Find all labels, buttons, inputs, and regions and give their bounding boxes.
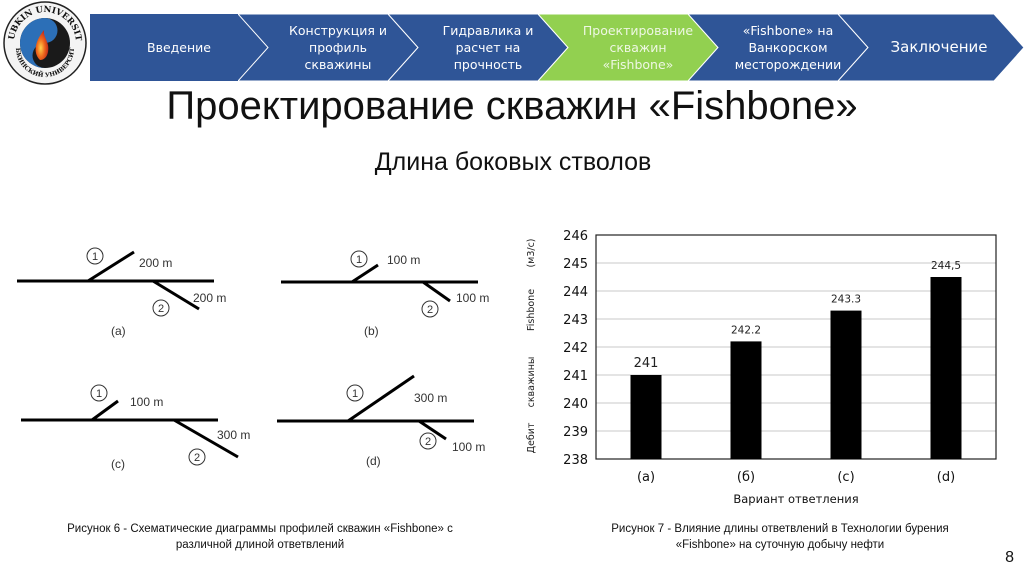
y-tick-label: 239	[563, 425, 588, 440]
chart-gridlines	[596, 234, 996, 460]
chart-bar	[730, 341, 762, 459]
chart-x-ticks: (a) (б) (c) (d)	[637, 470, 955, 485]
chart-plot-area	[595, 234, 997, 460]
nav-step-label: Заключение	[890, 38, 988, 56]
chart-bar	[830, 310, 862, 459]
nav-step-construction[interactable]: Конструкция и профиль скважины	[238, 14, 418, 81]
x-tick-label: (a)	[637, 470, 655, 485]
section-nav: Введение Конструкция и профиль скважины …	[90, 14, 1024, 81]
svg-text:1: 1	[352, 388, 358, 400]
bar-value-label: 244,5	[931, 260, 961, 272]
fishbone-schematics: 1 2 200 m 200 m (a) 1 2 100 m 100 m (b)	[17, 247, 489, 471]
nav-step-label: Конструкция и профиль скважины	[289, 23, 387, 72]
svg-text:100 m: 100 m	[456, 291, 489, 305]
bar-value-label: 241	[634, 356, 659, 371]
y-tick-label: 241	[563, 369, 588, 384]
schematic-d: 1 2 300 m 100 m (d)	[277, 374, 485, 468]
page-number: 8	[1005, 549, 1014, 566]
svg-text:(c): (c)	[111, 457, 125, 471]
university-logo: GUBKIN UNIVERSITY ГУБКИНСКИЙ УНИВЕРСИТЕТ	[0, 0, 88, 86]
page-subtitle-text: Длина боковых стволов	[374, 148, 652, 176]
figure-6-caption: Рисунок 6 - Схематические диаграммы проф…	[67, 523, 453, 551]
nav-step-hydraulics[interactable]: Гидравлика и расчет на прочность	[388, 14, 568, 81]
y-tick-label: 243	[563, 313, 588, 328]
svg-text:1: 1	[96, 388, 102, 400]
nav-step-label: Гидравлика и расчет на прочность	[442, 23, 534, 72]
chart-y-ticks: 238 239 240 241 242 243 244 245 246	[563, 229, 588, 468]
nav-step-label: Проектирование скважин «Fishbone»	[582, 23, 694, 72]
svg-text:300 m: 300 m	[414, 391, 447, 405]
nav-step-label: Введение	[147, 40, 211, 55]
nav-step-intro[interactable]: Введение	[90, 14, 268, 81]
y-tick-label: 244	[563, 285, 588, 300]
svg-text:1: 1	[356, 254, 362, 266]
svg-text:1: 1	[92, 251, 98, 263]
svg-text:(м3/с): (м3/с)	[526, 238, 537, 267]
y-tick-label: 246	[563, 229, 588, 244]
schematic-b: 1 2 100 m 100 m (b)	[281, 250, 489, 338]
x-tick-label: (б)	[737, 470, 755, 485]
svg-text:2: 2	[425, 436, 431, 448]
svg-text:200 m: 200 m	[193, 291, 226, 305]
nav-step-vankor[interactable]: «Fishbone» на Ванкорском месторождении	[688, 14, 868, 81]
svg-text:(a): (a)	[111, 324, 126, 338]
svg-text:2: 2	[427, 304, 433, 316]
y-tick-label: 242	[563, 341, 588, 356]
chart-bars: 241 242.2 243.3 244,5	[630, 260, 962, 459]
schematic-a: 1 2 200 m 200 m (a)	[17, 247, 226, 338]
nav-step-conclusion[interactable]: Заключение	[838, 14, 1024, 81]
x-tick-label: (c)	[837, 470, 854, 485]
bar-value-label: 242.2	[731, 324, 761, 336]
svg-text:100 m: 100 m	[387, 253, 420, 267]
svg-text:100 m: 100 m	[130, 395, 163, 409]
y-tick-label: 245	[563, 257, 588, 272]
bar-value-label: 243.3	[831, 294, 861, 306]
chart-bar	[630, 375, 662, 459]
nav-step-label: «Fishbone» на Ванкорском месторождении	[734, 23, 842, 72]
page-title: Проектирование скважин «Fishbone»	[0, 84, 1024, 129]
chart-y-axis-title: Дебит скважины Fishbone (м3/с)	[526, 238, 537, 453]
page-subtitle: Длина боковых стволов	[0, 148, 1024, 177]
nav-step-fishbone-design[interactable]: Проектирование скважин «Fishbone»	[538, 14, 718, 81]
x-tick-label: (d)	[937, 470, 955, 485]
svg-text:Дебит: Дебит	[526, 422, 537, 453]
svg-text:(b): (b)	[364, 324, 379, 338]
schematic-c: 1 2 100 m 300 m (c)	[21, 384, 250, 471]
chart-bar	[930, 277, 962, 459]
page-title-text: Проектирование скважин «Fishbone»	[166, 84, 858, 128]
svg-text:(d): (d)	[366, 454, 381, 468]
svg-text:300 m: 300 m	[217, 428, 250, 442]
bar-chart: 238 239 240 241 242 243 244 245 246 241 242.2 243.…	[526, 229, 997, 506]
svg-text:2: 2	[194, 452, 200, 464]
y-tick-label: 238	[563, 453, 588, 468]
svg-text:200 m: 200 m	[139, 256, 172, 270]
figure-7-caption: Рисунок 7 - Влияние длины ответвлений в …	[611, 523, 949, 551]
svg-text:Fishbone: Fishbone	[526, 289, 537, 331]
svg-text:2: 2	[158, 303, 164, 315]
chart-x-axis-title: Вариант ответления	[733, 492, 858, 506]
svg-text:100 m: 100 m	[452, 440, 485, 454]
y-tick-label: 240	[563, 397, 588, 412]
svg-text:скважины: скважины	[526, 357, 537, 408]
